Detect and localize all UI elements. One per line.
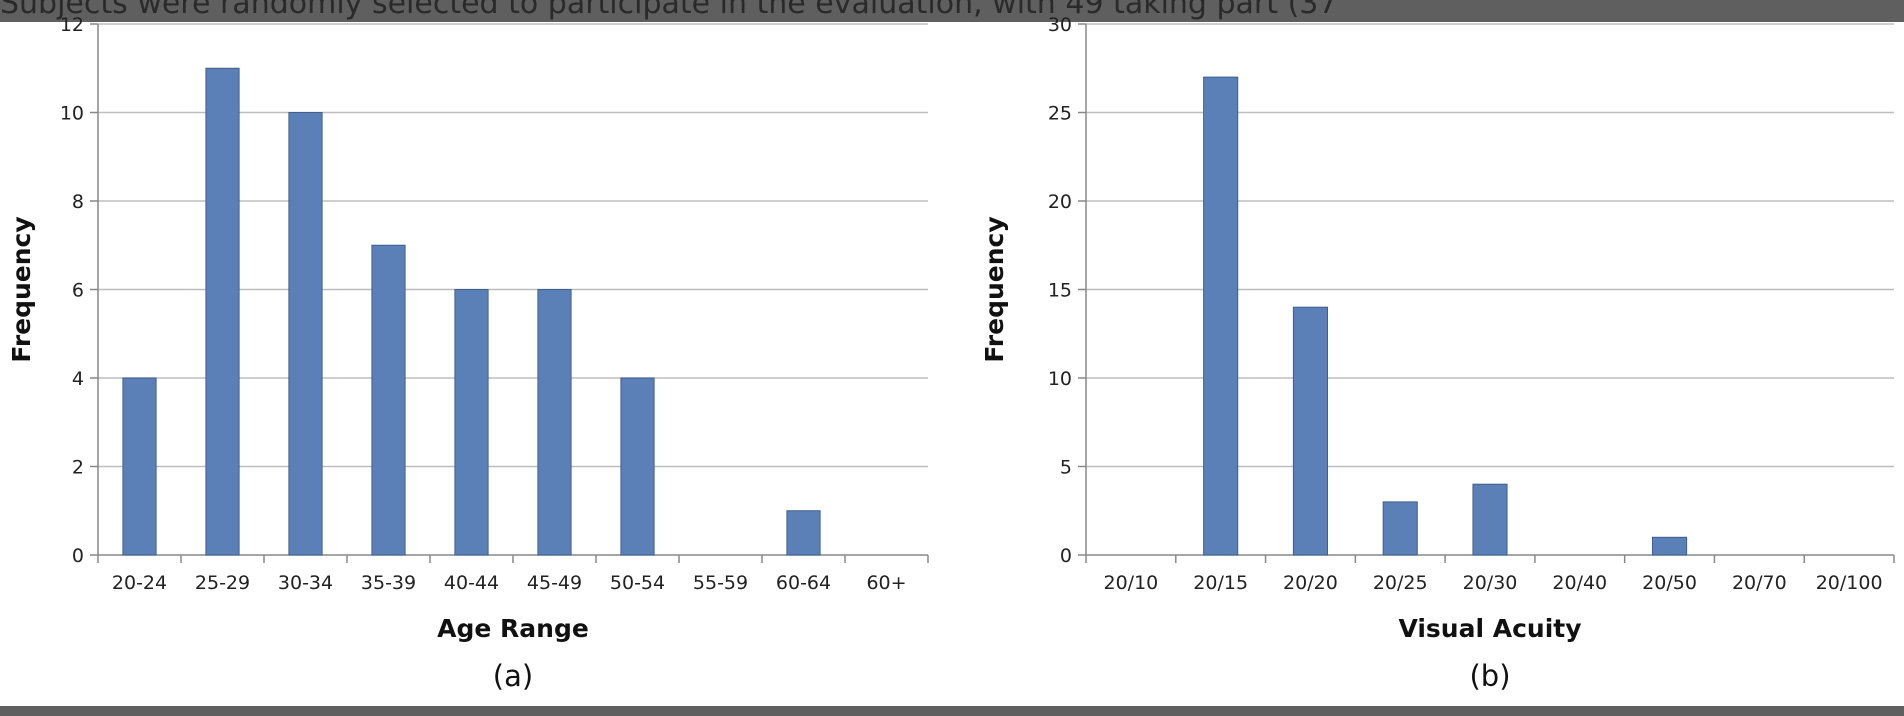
bar: [454, 289, 489, 556]
background-text-line: Subjects were randomly selected to parti…: [0, 0, 1338, 21]
bar: [205, 67, 240, 556]
y-tick-label: 12: [60, 14, 84, 36]
x-tick-label: 35-39: [361, 572, 416, 594]
bar: [786, 510, 821, 556]
x-tick-label: 20/70: [1732, 572, 1787, 594]
x-tick-label: 20/10: [1104, 572, 1159, 594]
visual-acuity-chart: 0 5 10 15 20 25 30 20/10 20/15 20/20 20/25 20/30 20/…: [980, 14, 1895, 693]
y-tick-label: 20: [1048, 191, 1072, 213]
bar: [122, 377, 157, 556]
y-tick-label: 0: [1060, 545, 1072, 567]
age-range-chart: 0 2 4 6 8 10 12 20-24 25-29 30-34 35-39 40-44 45-49 5…: [7, 14, 929, 693]
x-axis-title: Age Range: [437, 614, 589, 643]
y-tick-label: 8: [72, 191, 84, 213]
x-tick-label: 20-24: [112, 572, 167, 594]
x-tick-label: 20/50: [1642, 572, 1697, 594]
figure-background: [0, 22, 1904, 706]
x-tick-label: 30-34: [278, 572, 333, 594]
chart-caption: (a): [493, 659, 533, 693]
y-tick-label: 25: [1048, 103, 1072, 125]
x-tick-label: 60+: [866, 572, 906, 594]
bar: [1382, 501, 1418, 556]
y-tick-label: 5: [1060, 457, 1072, 479]
bar: [1203, 76, 1239, 556]
y-tick-label: 10: [60, 103, 84, 125]
x-tick-label: 45-49: [527, 572, 582, 594]
bar: [288, 112, 323, 556]
x-tick-label: 55-59: [693, 572, 748, 594]
bar: [371, 244, 406, 556]
x-tick-label: 20/30: [1463, 572, 1518, 594]
bar: [1651, 536, 1688, 556]
y-tick-label: 15: [1048, 280, 1072, 302]
y-tick-label: 30: [1048, 14, 1072, 36]
y-tick-label: 10: [1048, 368, 1072, 390]
x-tick-label: 20/25: [1373, 572, 1428, 594]
x-axis-title: Visual Acuity: [1398, 614, 1581, 643]
x-tick-label: 25-29: [195, 572, 250, 594]
bar: [620, 377, 655, 556]
x-tick-label: 20/15: [1193, 572, 1248, 594]
x-tick-label: 20/100: [1816, 572, 1883, 594]
bar: [1292, 306, 1329, 556]
x-tick-label: 20/40: [1552, 572, 1607, 594]
bar: [537, 289, 572, 556]
y-tick-label: 4: [72, 368, 84, 390]
x-tick-label: 40-44: [444, 572, 499, 594]
y-axis-title: Frequency: [7, 216, 36, 362]
y-tick-label: 0: [72, 545, 84, 567]
y-tick-label: 6: [72, 280, 84, 302]
bar: [1472, 483, 1508, 556]
y-axis-title: Frequency: [980, 216, 1009, 362]
chart-caption: (b): [1469, 659, 1510, 693]
x-tick-label: 50-54: [610, 572, 665, 594]
x-tick-label: 20/20: [1283, 572, 1338, 594]
x-tick-label: 60-64: [776, 572, 831, 594]
y-tick-label: 2: [72, 457, 84, 479]
